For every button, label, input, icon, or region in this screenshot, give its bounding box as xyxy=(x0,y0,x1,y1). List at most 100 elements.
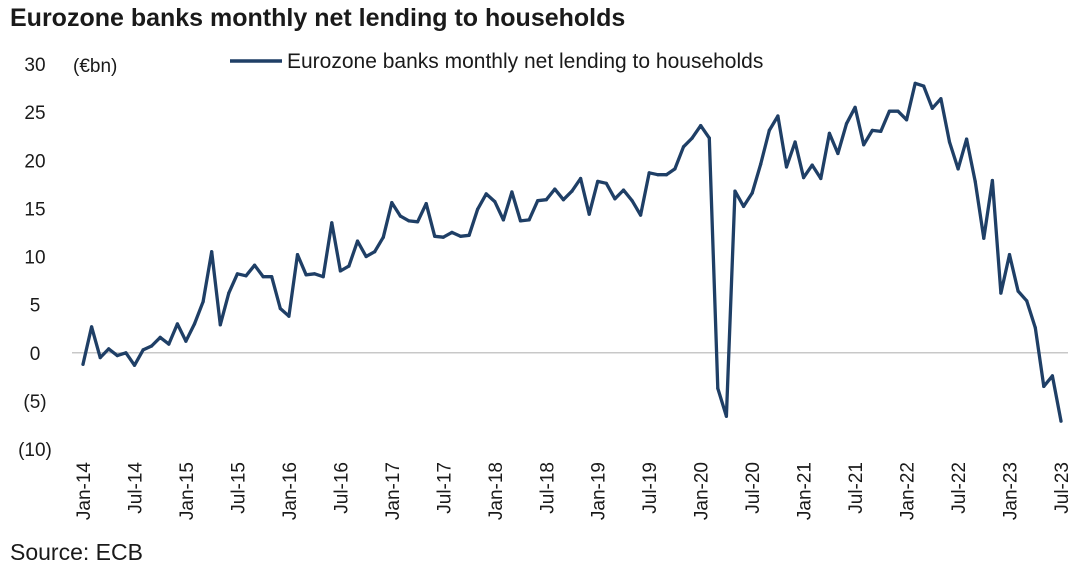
data-point xyxy=(347,264,351,268)
data-point xyxy=(390,201,394,205)
data-point xyxy=(570,189,574,193)
data-point xyxy=(776,114,780,118)
data-point xyxy=(1059,419,1063,423)
data-point xyxy=(381,235,385,239)
data-point xyxy=(767,128,771,132)
x-tick-label: Jul-14 xyxy=(125,462,146,514)
data-point xyxy=(450,230,454,234)
data-point xyxy=(707,136,711,140)
data-point xyxy=(716,386,720,390)
data-point xyxy=(287,314,291,318)
data-point xyxy=(579,176,583,181)
data-point xyxy=(115,354,119,358)
data-point xyxy=(373,250,377,254)
data-point xyxy=(467,233,471,237)
x-tick-label: Jul-23 xyxy=(1052,462,1073,514)
y-axis: 30 25 20 15 10 5 0 (5) (10) xyxy=(18,55,52,461)
x-tick-label: Jan-20 xyxy=(692,462,713,520)
data-point xyxy=(750,191,754,195)
data-point xyxy=(647,171,651,175)
data-point xyxy=(295,253,300,257)
data-point xyxy=(278,306,282,311)
data-point xyxy=(613,197,617,201)
data-point xyxy=(304,273,308,277)
data-point xyxy=(604,181,608,185)
data-point xyxy=(733,189,737,193)
data-point xyxy=(819,176,823,181)
data-point xyxy=(416,220,420,224)
data-point xyxy=(862,143,866,147)
data-point xyxy=(982,236,986,240)
data-point xyxy=(561,198,566,202)
y-tick-label: 30 xyxy=(24,55,45,76)
data-point xyxy=(518,219,523,223)
data-point xyxy=(1007,253,1012,257)
data-point xyxy=(681,145,686,149)
legend: Eurozone banks monthly net lending to ho… xyxy=(230,50,763,73)
chart-title: Eurozone banks monthly net lending to ho… xyxy=(10,4,626,32)
data-point xyxy=(184,339,188,343)
data-point xyxy=(553,187,557,191)
y-tick-label: 0 xyxy=(30,344,41,365)
data-point xyxy=(81,362,85,366)
data-point xyxy=(656,173,660,177)
y-tick-label: (10) xyxy=(18,440,52,461)
data-point xyxy=(338,269,342,273)
x-tick-label: Jan-19 xyxy=(589,462,610,520)
legend-label: Eurozone banks monthly net lending to ho… xyxy=(287,50,763,73)
data-point xyxy=(913,81,917,85)
data-point xyxy=(355,239,360,243)
x-axis: Jan-14 Jul-14 Jan-15 Jul-15 Jan-16 Jul-16 Jan-… xyxy=(74,462,1073,521)
x-tick-label: Jan-17 xyxy=(383,462,404,520)
series-line xyxy=(81,81,1063,423)
x-tick-label: Jan-15 xyxy=(177,462,198,520)
data-point xyxy=(956,167,960,171)
data-point xyxy=(321,275,325,279)
data-point xyxy=(930,106,934,110)
y-tick-label: 10 xyxy=(24,248,45,269)
data-point xyxy=(98,356,102,360)
data-point xyxy=(939,97,943,101)
x-tick-label: Jul-21 xyxy=(846,462,867,514)
x-tick-label: Jan-18 xyxy=(486,462,507,520)
x-tick-label: Jul-22 xyxy=(949,462,970,514)
data-point xyxy=(1050,374,1054,378)
data-point xyxy=(261,275,265,279)
data-point xyxy=(690,136,694,140)
data-point xyxy=(313,272,317,276)
y-axis-unit-label: (€bn) xyxy=(73,56,117,77)
data-point xyxy=(922,84,926,88)
x-tick-label: Jan-21 xyxy=(795,462,816,520)
data-point xyxy=(364,254,368,259)
data-point xyxy=(1016,289,1020,293)
data-point xyxy=(192,322,197,326)
data-point xyxy=(879,129,883,133)
y-tick-label: (5) xyxy=(23,392,46,413)
data-point xyxy=(724,414,729,418)
data-point xyxy=(218,323,222,327)
data-point xyxy=(175,322,179,326)
x-tick-label: Jan-14 xyxy=(74,462,95,521)
data-point xyxy=(844,122,849,126)
x-tick-label: Jan-23 xyxy=(1001,462,1022,520)
data-points xyxy=(81,81,1063,423)
data-point xyxy=(1025,299,1029,303)
data-point xyxy=(398,214,402,218)
data-point xyxy=(544,198,548,202)
data-point xyxy=(802,176,806,180)
data-point xyxy=(235,272,239,276)
data-point xyxy=(124,351,128,355)
x-tick-label: Jul-18 xyxy=(537,462,558,514)
data-point xyxy=(827,131,832,135)
data-point xyxy=(853,105,857,109)
data-point xyxy=(227,291,231,295)
data-point xyxy=(501,218,505,222)
x-tick-label: Jul-16 xyxy=(331,462,352,514)
data-point xyxy=(596,179,600,183)
y-tick-label: 25 xyxy=(24,103,45,124)
data-point xyxy=(742,204,746,208)
data-point xyxy=(896,109,900,113)
data-point xyxy=(270,275,274,279)
data-point xyxy=(433,234,437,238)
